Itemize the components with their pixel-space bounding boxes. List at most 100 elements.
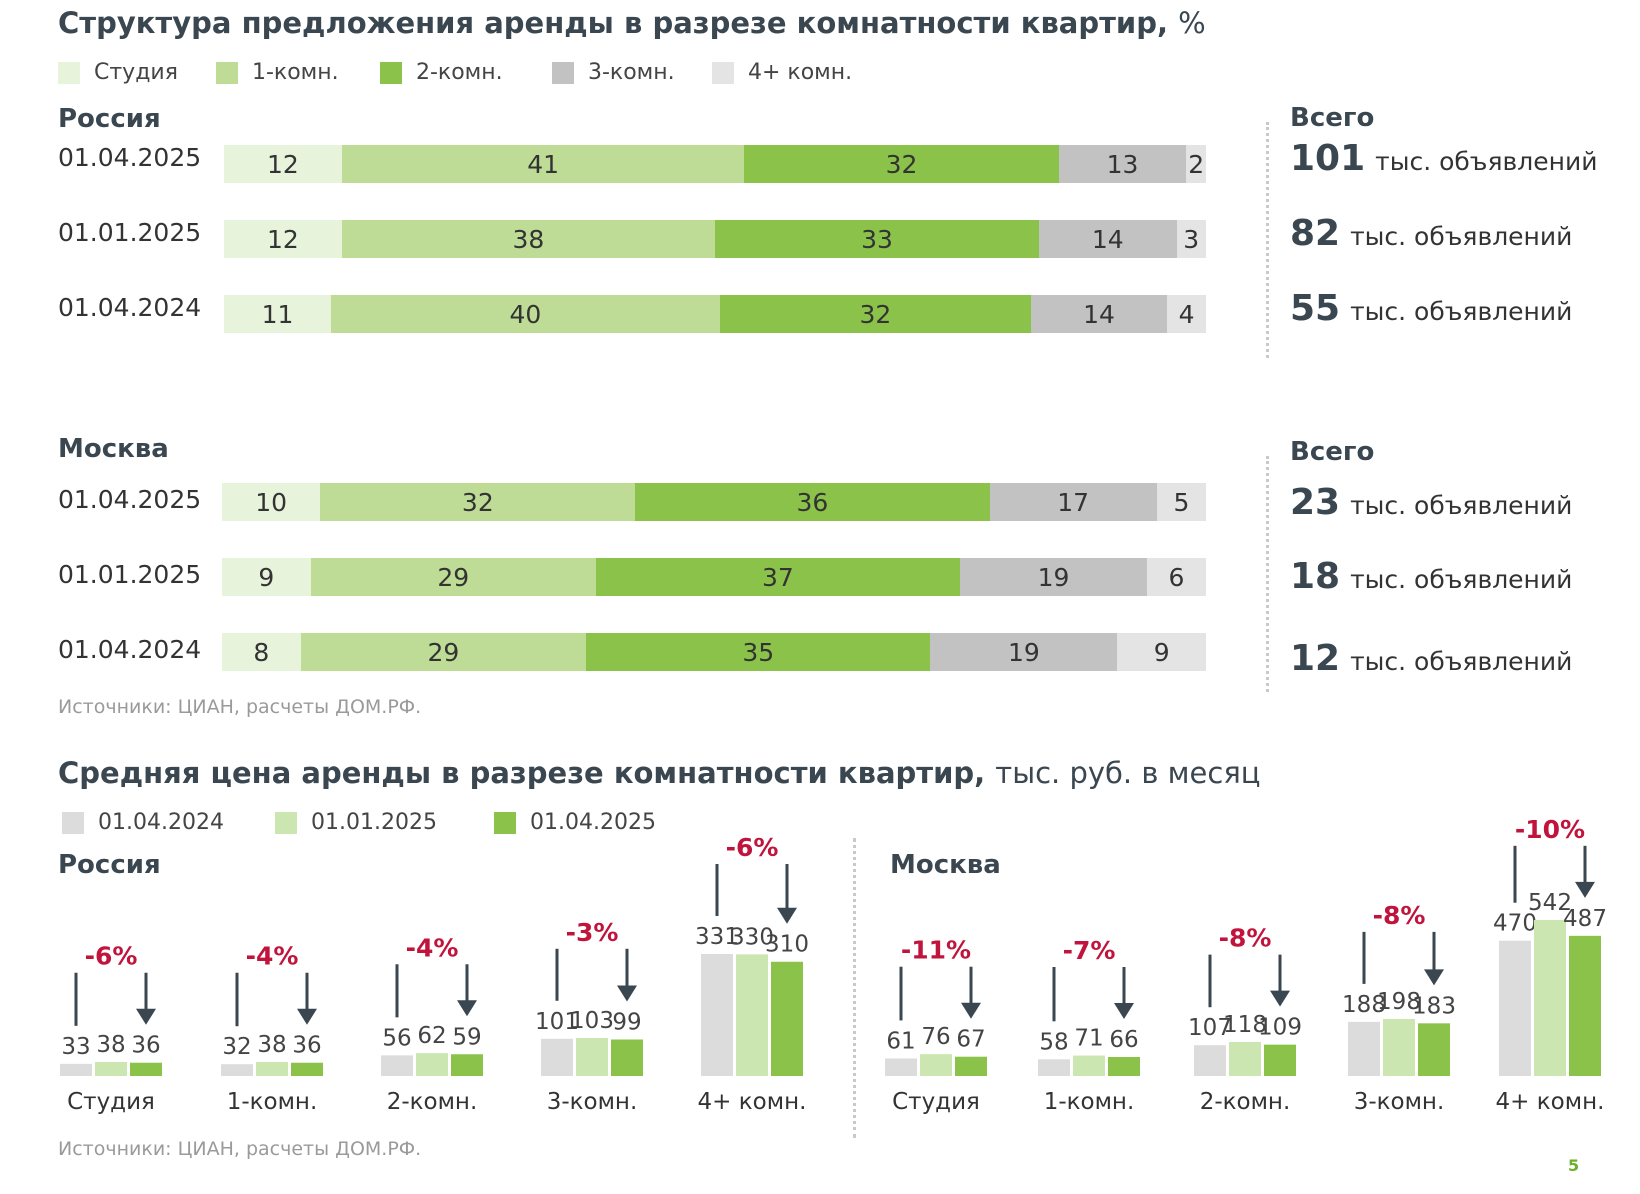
seg-2room: 35 bbox=[586, 633, 931, 671]
seg-3room: 14 bbox=[1030, 295, 1168, 333]
seg-2room: 33 bbox=[715, 220, 1040, 258]
data-label: 183 bbox=[1412, 993, 1456, 1019]
seg-3room: 13 bbox=[1058, 145, 1187, 183]
bar-2025-04 bbox=[1569, 935, 1601, 1076]
data-label: 56 bbox=[382, 1025, 411, 1051]
category-label: 1-комн. bbox=[227, 1089, 318, 1115]
data-label: 76 bbox=[921, 1024, 950, 1050]
seg-2room: 36 bbox=[635, 483, 990, 521]
seg-3room: 19 bbox=[930, 633, 1118, 671]
arrow-head bbox=[1114, 1003, 1134, 1020]
stacked-bar: 11 40 32 14 4 bbox=[224, 295, 1206, 333]
seg-1room: 41 bbox=[341, 145, 745, 183]
seg-4room: 2 bbox=[1186, 145, 1206, 183]
bar-2025-01 bbox=[920, 1054, 952, 1076]
legend-item-2025-04: 01.04.2025 bbox=[494, 810, 656, 835]
category-label: 2-комн. bbox=[387, 1089, 478, 1115]
bar-2025-04 bbox=[611, 1039, 643, 1076]
stacked-bar: 8 29 35 19 9 bbox=[222, 633, 1206, 671]
legend-swatch bbox=[712, 61, 734, 84]
category-label: 3-комн. bbox=[1354, 1089, 1445, 1115]
bar-2025-01 bbox=[1229, 1042, 1261, 1076]
arrow-head bbox=[457, 1000, 477, 1017]
stacked-bar: 9 29 37 19 6 bbox=[222, 558, 1206, 596]
bar-2024-04 bbox=[60, 1063, 92, 1076]
source-note: Источники: ЦИАН, расчеты ДОМ.РФ. bbox=[58, 696, 422, 718]
bar-2024-04 bbox=[541, 1038, 573, 1076]
structure-title-unit: % bbox=[1178, 6, 1206, 40]
change-annotation: -10% bbox=[1515, 815, 1585, 844]
row-date: 01.04.2025 bbox=[58, 143, 202, 172]
legend-item-4room: 4+ комн. bbox=[712, 60, 852, 85]
seg-3room: 17 bbox=[989, 483, 1157, 521]
row-date: 01.04.2024 bbox=[58, 635, 202, 664]
seg-1room: 40 bbox=[330, 295, 720, 333]
data-label: 61 bbox=[886, 1028, 915, 1054]
bar-2024-04 bbox=[885, 1058, 917, 1076]
seg-2room: 37 bbox=[595, 558, 960, 596]
data-label: 103 bbox=[570, 1008, 614, 1034]
bar-2025-04 bbox=[291, 1062, 323, 1076]
change-annotation: -3% bbox=[566, 918, 619, 947]
category-label: 4+ комн. bbox=[1496, 1089, 1605, 1115]
row-date: 01.04.2024 bbox=[58, 293, 202, 322]
seg-3room: 14 bbox=[1039, 220, 1177, 258]
bar-2024-04 bbox=[1499, 940, 1531, 1076]
row-date: 01.01.2025 bbox=[58, 560, 202, 589]
seg-4room: 6 bbox=[1146, 558, 1206, 596]
data-label: 36 bbox=[131, 1033, 160, 1059]
bar-2025-04 bbox=[130, 1062, 162, 1076]
category-label: 4+ комн. bbox=[698, 1089, 807, 1115]
seg-2room: 32 bbox=[744, 145, 1059, 183]
seg-2room: 32 bbox=[719, 295, 1031, 333]
legend-item-studio: Студия bbox=[58, 60, 178, 85]
divider-dotted bbox=[853, 838, 856, 1138]
bar-2025-04 bbox=[955, 1056, 987, 1076]
change-annotation: -11% bbox=[901, 936, 971, 965]
legend-swatch bbox=[380, 61, 402, 84]
seg-1room: 32 bbox=[320, 483, 636, 521]
seg-studio: 10 bbox=[222, 483, 321, 521]
total-heading: Всего bbox=[1290, 437, 1375, 467]
data-label: 38 bbox=[96, 1032, 125, 1058]
arrow-head bbox=[1575, 881, 1595, 898]
price-region-moscow: Москва bbox=[890, 850, 1001, 880]
seg-4room: 4 bbox=[1167, 295, 1206, 333]
data-label: 33 bbox=[61, 1034, 90, 1060]
source-note: Источники: ЦИАН, расчеты ДОМ.РФ. bbox=[58, 1138, 422, 1160]
legend-item-1room: 1-комн. bbox=[216, 60, 339, 85]
bar-2025-04 bbox=[1418, 1023, 1450, 1076]
structure-region-russia: Россия bbox=[58, 104, 161, 134]
data-label: 67 bbox=[956, 1027, 985, 1053]
change-annotation: -7% bbox=[1063, 936, 1116, 965]
arrow-head bbox=[617, 985, 637, 1002]
bar-2024-04 bbox=[701, 954, 733, 1076]
seg-3room: 19 bbox=[960, 558, 1147, 596]
category-label: Студия bbox=[67, 1089, 155, 1115]
bar-2025-04 bbox=[771, 961, 803, 1076]
category-label: 2-комн. bbox=[1200, 1089, 1291, 1115]
page-number: 5 bbox=[1568, 1156, 1580, 1175]
data-label: 188 bbox=[1342, 992, 1386, 1018]
data-label: 109 bbox=[1258, 1015, 1302, 1041]
legend-swatch bbox=[62, 811, 84, 834]
bar-2025-04 bbox=[1264, 1044, 1296, 1076]
row-date: 01.01.2025 bbox=[58, 218, 202, 247]
total-row: 18 тыс. объявлений bbox=[1290, 556, 1573, 597]
legend-swatch bbox=[552, 61, 574, 84]
total-row: 23 тыс. объявлений bbox=[1290, 482, 1573, 523]
seg-studio: 12 bbox=[224, 220, 342, 258]
category-label: Студия bbox=[892, 1089, 980, 1115]
change-annotation: -6% bbox=[726, 833, 779, 862]
data-label: 310 bbox=[765, 932, 809, 958]
divider-dotted bbox=[1266, 456, 1269, 692]
seg-1room: 29 bbox=[300, 633, 587, 671]
change-annotation: -4% bbox=[406, 933, 459, 962]
category-label: 1-комн. bbox=[1044, 1089, 1135, 1115]
seg-1room: 38 bbox=[341, 220, 715, 258]
bar-2025-01 bbox=[95, 1061, 127, 1076]
change-annotation: -4% bbox=[246, 942, 299, 971]
legend-swatch bbox=[494, 811, 516, 834]
seg-1room: 29 bbox=[310, 558, 596, 596]
change-annotation: -8% bbox=[1219, 924, 1272, 953]
